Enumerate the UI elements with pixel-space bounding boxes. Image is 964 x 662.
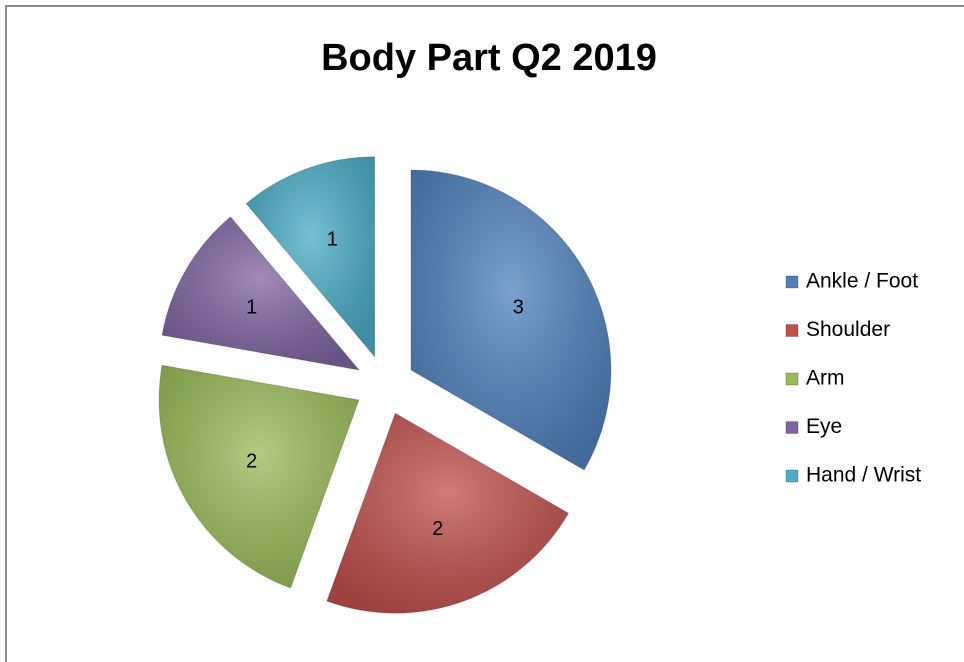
legend-label: Ankle / Foot — [806, 270, 918, 293]
legend-swatch — [785, 372, 799, 386]
legend-swatch — [785, 324, 799, 337]
legend-swatch — [785, 275, 799, 289]
legend-label: Eye — [806, 415, 842, 438]
data-label: 2 — [432, 518, 443, 540]
legend-label: Shoulder — [806, 318, 890, 341]
legend-label: Hand / Wrist — [806, 464, 921, 487]
legend-label: Arm — [806, 367, 845, 390]
data-label: 1 — [327, 229, 338, 251]
data-label: 1 — [246, 296, 257, 318]
data-label: 2 — [246, 450, 257, 472]
chart-title: Body Part Q2 2019 — [321, 37, 657, 79]
legend-swatch — [785, 469, 799, 483]
legend-swatch — [785, 421, 799, 434]
data-label: 3 — [513, 296, 524, 318]
